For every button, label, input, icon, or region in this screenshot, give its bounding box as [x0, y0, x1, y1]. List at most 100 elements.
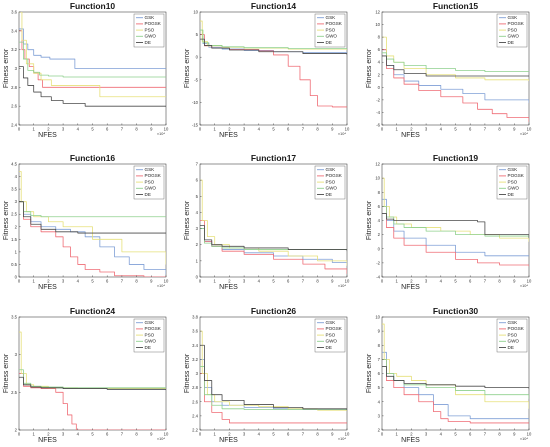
x-tick-label: 2 [228, 432, 231, 437]
legend-entry: DE [508, 40, 514, 45]
series-line-de [19, 201, 166, 234]
y-tick-label: 3.2 [192, 357, 198, 362]
y-tick-label: 6 [378, 204, 381, 209]
y-tick-label: -10 [192, 100, 199, 105]
legend-entry: POGSK [326, 173, 343, 178]
x-tick-label: 0 [199, 432, 202, 437]
x-tick-label: 8 [316, 432, 319, 437]
y-tick-label: 1.5 [11, 237, 17, 242]
series-line-de [19, 66, 166, 107]
x-exponent-label: ×10⁴ [157, 132, 165, 136]
series-line-de [19, 376, 166, 391]
legend-entry: DE [326, 345, 332, 350]
x-tick-label: 7 [484, 432, 487, 437]
x-tick-label: 8 [135, 432, 138, 437]
y-tick-label: 10 [375, 176, 380, 181]
x-tick-label: 0 [18, 127, 21, 132]
y-tick-label: 10 [375, 22, 380, 27]
series-group [382, 177, 529, 267]
x-exponent-label: ×10⁴ [520, 132, 528, 136]
x-tick-label: 6 [287, 127, 290, 132]
y-tick-label: 1 [15, 249, 18, 254]
x-tick-label: 7 [484, 127, 487, 132]
y-tick-label: 3.4 [192, 343, 198, 348]
y-tick-label: 1 [196, 258, 199, 263]
x-tick-label: 8 [135, 279, 138, 284]
x-tick-label: 7 [484, 279, 487, 284]
series-group [19, 171, 166, 277]
x-tick-label: 5 [454, 432, 457, 437]
y-tick-label: 12 [375, 10, 380, 15]
legend-entry: PSO [508, 332, 518, 337]
y-tick-label: 2.6 [192, 399, 198, 404]
y-tick-label: 5 [378, 385, 381, 390]
legend-entry: PSO [326, 179, 336, 184]
panel-title: Function19 [433, 153, 479, 163]
y-tick-label: 10 [375, 315, 380, 320]
y-tick-label: 4 [378, 399, 381, 404]
legend-entry: PSO [145, 332, 155, 337]
legend-entry: POGSK [508, 21, 525, 26]
y-tick-label: 8 [378, 190, 381, 195]
x-tick-label: 9 [150, 279, 153, 284]
x-tick-label: 6 [469, 279, 472, 284]
x-tick-label: 3 [243, 127, 246, 132]
legend-entry: POGSK [145, 326, 162, 331]
x-axis-label: NFES [38, 437, 57, 444]
x-tick-label: 8 [316, 127, 319, 132]
legend-entry: POGSK [145, 21, 162, 26]
chart-panel-4: Function16 0 1 2 3 4 5 6 7 8 9 10×10⁴ 0 0.5 1 1.5 2 2.5 3 3… [3, 153, 169, 291]
y-tick-label: 2.2 [192, 428, 198, 433]
series-group [19, 331, 166, 430]
legend-entry: GSK [326, 167, 337, 172]
x-tick-label: 6 [287, 432, 290, 437]
x-tick-label: 1 [33, 279, 36, 284]
y-tick-label: -5 [194, 77, 198, 82]
legend-entry: GWO [326, 339, 338, 344]
x-tick-label: 4 [77, 432, 80, 437]
x-tick-label: 3 [62, 127, 65, 132]
legend-entry: PSO [508, 27, 518, 32]
legend-entry: GSK [326, 15, 337, 20]
series-line-pogsk [382, 358, 529, 424]
x-tick-label: 6 [469, 127, 472, 132]
y-tick-label: 6 [378, 47, 381, 52]
y-tick-label: 4 [378, 218, 381, 223]
legend-entry: DE [326, 192, 332, 197]
legend-box [133, 13, 165, 48]
legend-entry: GSK [145, 167, 156, 172]
legend-entry: POGSK [508, 173, 525, 178]
y-tick-label: 6 [196, 178, 199, 183]
y-tick-label: 2.5 [11, 212, 17, 217]
x-tick-label: 7 [302, 127, 305, 132]
x-tick-label: 6 [106, 127, 109, 132]
series-group [19, 12, 166, 107]
y-tick-label: 0.5 [11, 262, 17, 267]
y-tick-label: 2.5 [11, 390, 17, 395]
x-tick-label: 6 [287, 279, 290, 284]
x-axis-label: NFES [38, 132, 57, 139]
x-tick-label: 2 [410, 432, 413, 437]
x-tick-label: 9 [150, 432, 153, 437]
series-line-pogsk [382, 49, 529, 122]
x-tick-label: 7 [121, 432, 124, 437]
x-tick-label: 8 [498, 432, 501, 437]
x-tick-label: 3 [62, 432, 65, 437]
series-line-pso [382, 323, 529, 409]
x-tick-label: 0 [18, 279, 21, 284]
y-tick-label: 4.5 [11, 162, 17, 167]
series-line-gwo [200, 366, 347, 411]
x-tick-label: 5 [272, 432, 275, 437]
panel-title: Function14 [251, 1, 297, 11]
x-tick-label: 3 [62, 279, 65, 284]
series-line-gwo [19, 41, 166, 78]
x-exponent-label: ×10⁴ [157, 437, 165, 441]
x-tick-label: 7 [121, 127, 124, 132]
y-axis-label: Fitness error [3, 48, 10, 88]
x-tick-label: 10 [345, 279, 350, 284]
y-tick-label: 3.5 [11, 187, 17, 192]
